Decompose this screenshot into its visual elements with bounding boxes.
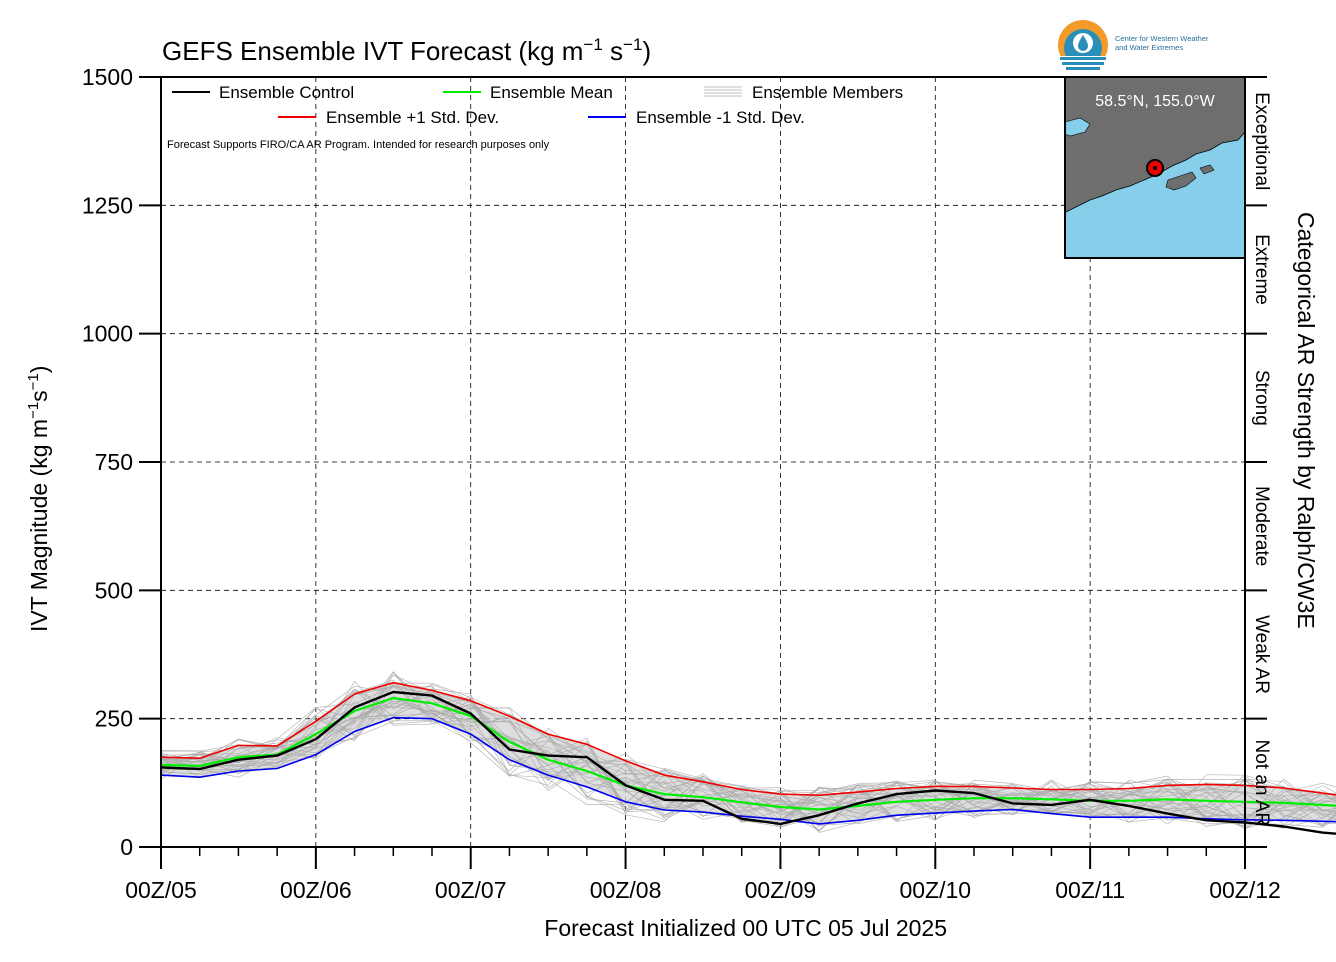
location-inset-map: 58.5°N, 155.0°W xyxy=(1064,76,1246,259)
category-label: Not an AR xyxy=(1251,739,1272,826)
logo-drop-icon xyxy=(1078,35,1088,51)
legend: Ensemble Control Ensemble Mean Ensemble … xyxy=(167,83,903,151)
category-label: Weak AR xyxy=(1251,615,1272,694)
chart-title: GEFS Ensemble IVT Forecast (kg m−1 s−1) xyxy=(162,35,651,66)
y-tick-label: 750 xyxy=(95,449,133,475)
inset-frame xyxy=(1064,76,1246,259)
y-tick-label: 1000 xyxy=(82,321,133,347)
y-axis: 0 250 500 750 1000 1250 1500 xyxy=(82,64,161,860)
category-label: Extreme xyxy=(1251,234,1272,305)
y-tick-label: 1250 xyxy=(82,192,133,218)
y-tick-label: 1500 xyxy=(82,64,133,90)
y-tick-label: 0 xyxy=(120,834,133,860)
y-tick-label: 250 xyxy=(95,706,133,732)
legend-mean-label: Ensemble Mean xyxy=(490,83,613,102)
x-tick-label: 00Z/08 xyxy=(590,877,662,903)
disclaimer-text: Forecast Supports FIRO/CA AR Program. In… xyxy=(167,139,550,151)
y-axis-title: IVT Magnitude (kg m−1s−1) xyxy=(25,366,52,632)
y-tick-label: 500 xyxy=(95,577,133,603)
x-axis-title: Forecast Initialized 00 UTC 05 Jul 2025 xyxy=(544,915,947,941)
legend-members-label: Ensemble Members xyxy=(752,83,903,102)
x-tick-label: 00Z/06 xyxy=(280,877,352,903)
x-tick-label: 00Z/09 xyxy=(745,877,817,903)
x-axis: 00Z/05 00Z/06 00Z/07 00Z/08 00Z/09 00Z/10 00Z/… xyxy=(125,847,1281,903)
legend-members-swatch xyxy=(704,86,742,97)
category-axis-title: Categorical AR Strength by Ralph/CW3E xyxy=(1293,212,1319,629)
x-tick-label: 00Z/05 xyxy=(125,877,197,903)
logo-text-line2: and Water Extremes xyxy=(1115,43,1183,52)
location-marker-dot xyxy=(1153,166,1157,170)
inset-islet xyxy=(1199,164,1215,175)
ensemble-spread-band xyxy=(161,682,1336,824)
x-tick-label: 00Z/12 xyxy=(1209,877,1281,903)
x-tick-label: 00Z/11 xyxy=(1055,877,1125,903)
cw3e-logo: Center for Western Weather and Water Ext… xyxy=(1058,20,1209,72)
category-axis: Not an AR Weak AR Moderate Strong Extreme Exc… xyxy=(1245,76,1272,848)
category-label: Moderate xyxy=(1251,486,1272,566)
inset-island xyxy=(1165,171,1197,191)
legend-minus-std-label: Ensemble -1 Std. Dev. xyxy=(636,108,805,127)
legend-plus-std-label: Ensemble +1 Std. Dev. xyxy=(326,108,499,127)
legend-control-label: Ensemble Control xyxy=(219,83,354,102)
x-tick-label: 00Z/07 xyxy=(435,877,507,903)
inset-location-label: 58.5°N, 155.0°W xyxy=(1095,93,1215,110)
category-label: Strong xyxy=(1251,370,1272,426)
x-tick-label: 00Z/10 xyxy=(899,877,971,903)
logo-text-line1: Center for Western Weather xyxy=(1115,34,1209,43)
category-label: Exceptional xyxy=(1251,92,1272,190)
